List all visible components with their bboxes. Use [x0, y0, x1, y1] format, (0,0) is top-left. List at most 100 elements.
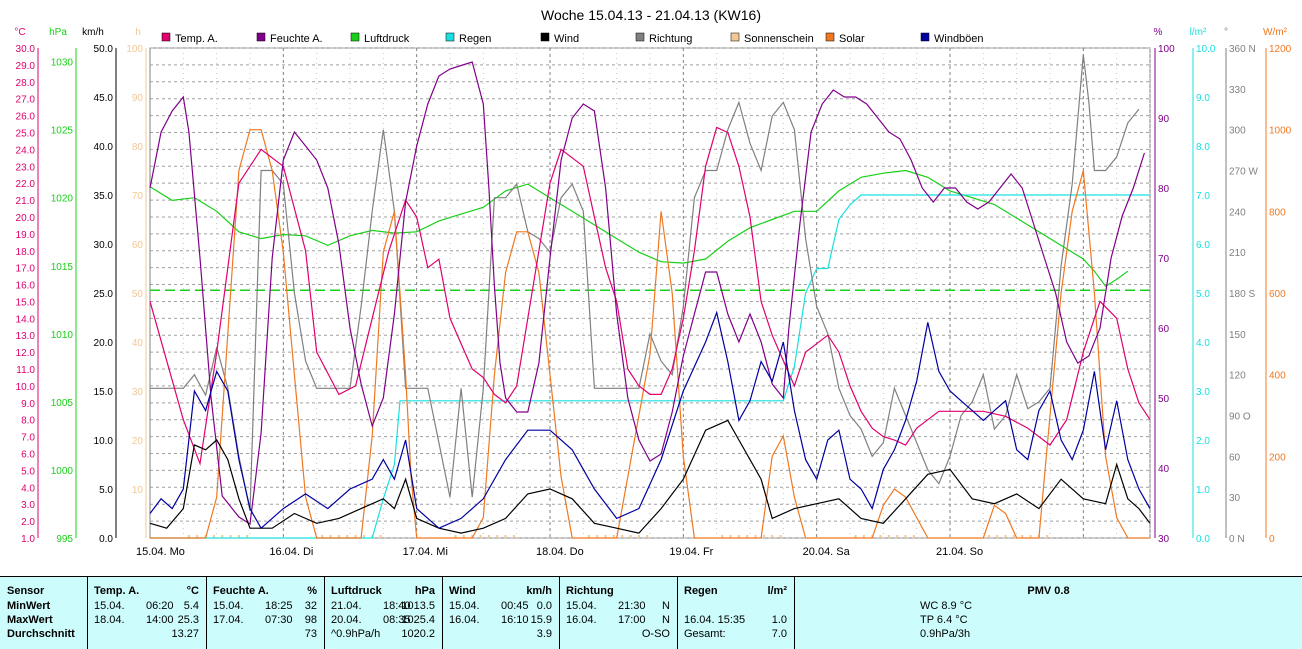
day-label: 19.04. Fr [669, 546, 713, 558]
legend-swatch [540, 32, 550, 42]
pressure-tick: 1030 [51, 58, 74, 69]
table-column: Sensor MinWert MaxWert Durchschnitt [0, 577, 88, 649]
humidity-tick: 50 [1158, 394, 1170, 405]
temp-tick: 3.0 [21, 500, 35, 511]
table-date: 16.04. 15:35 [684, 614, 746, 626]
legend-swatch [825, 32, 835, 42]
legend-swatch [635, 32, 645, 42]
table-value: N [662, 614, 670, 626]
table-time: 18:25 [265, 600, 293, 612]
table-value: 73 [304, 628, 317, 640]
legend-label: Solar [839, 33, 865, 45]
temp-tick: 2.0 [21, 517, 35, 528]
temp-tick: 13.0 [16, 331, 36, 342]
pressure-tick: 1000 [51, 466, 74, 477]
table-value: 1025.4 [401, 614, 435, 626]
sun-tick: 90 [132, 93, 144, 104]
temp-tick: 5.0 [21, 466, 35, 477]
wind-tick: 35.0 [94, 191, 114, 202]
table-value: 1013.5 [401, 600, 435, 612]
direction-tick: 150 [1229, 330, 1246, 341]
rain-tick: 10.0 [1196, 44, 1216, 55]
rain-tick: 2.0 [1196, 436, 1210, 447]
table-date: 15.04. [449, 600, 480, 612]
pressure-unit: hPa [49, 27, 67, 38]
temp-unit: °C [14, 27, 25, 38]
sun-tick: 20 [132, 436, 144, 447]
temp-tick: 26.0 [16, 112, 36, 123]
table-column: Wind km/h 15.04. 00:45 0.0 16.04. 16:10 15.9 3.9 [443, 577, 560, 649]
table-date: 16.04. [566, 614, 597, 626]
humidity-tick: 100 [1158, 44, 1175, 55]
table-date: 21.04. [331, 600, 362, 612]
summary-table: Sensor MinWert MaxWert Durchschnitt Temp. A.… [0, 576, 1302, 649]
legend-label: Feuchte A. [270, 33, 323, 45]
wind-tick: 45.0 [94, 93, 114, 104]
table-value: 1020.2 [401, 628, 435, 640]
legend-label: Temp. A. [175, 33, 218, 45]
table-unit: % [307, 585, 317, 597]
axes: °C 30.0 29.0 28.0 27.0 26.0 25.0 24.0 23.0 22.0 21… [14, 27, 1291, 558]
series-lines [149, 54, 1151, 539]
temp-tick: 9.0 [21, 399, 35, 410]
table-value: 13.27 [171, 628, 199, 640]
legend-label: Windböen [934, 33, 984, 45]
wind-unit: km/h [82, 27, 104, 38]
temp-tick: 10.0 [16, 382, 36, 393]
humidity-tick: 60 [1158, 324, 1170, 335]
temp-tick: 20.0 [16, 213, 36, 224]
legend-swatch [445, 32, 455, 42]
table-unit: l/m² [767, 585, 787, 597]
series-regen [150, 194, 1150, 539]
table-header: Sensor [7, 585, 45, 597]
direction-tick: 300 [1229, 126, 1246, 137]
day-label: 18.04. Do [536, 546, 584, 558]
temp-tick: 4.0 [21, 483, 35, 494]
temp-tick: 22.0 [16, 179, 36, 190]
legend-swatch [730, 32, 740, 42]
humidity-tick: 30 [1158, 534, 1170, 545]
table-time: 08:35 [383, 614, 411, 626]
table-row-label: MinWert [7, 600, 51, 612]
table-header: Luftdruck [331, 585, 382, 597]
solar-tick: 800 [1269, 207, 1286, 218]
wind-tick: 20.0 [94, 338, 114, 349]
rain-tick: 8.0 [1196, 142, 1210, 153]
direction-tick: 210 [1229, 248, 1246, 259]
temp-tick: 30.0 [16, 44, 36, 55]
weather-chart: Woche 15.04.13 - 21.04.13 (KW16) Temp. A… [14, 7, 1291, 558]
humidity-unit: % [1154, 27, 1163, 38]
rain-tick: 3.0 [1196, 387, 1210, 398]
table-header: Regen [684, 585, 718, 597]
table-date: 15.04. [213, 600, 244, 612]
temp-tick: 12.0 [16, 348, 36, 359]
pressure-tick: 995 [56, 534, 73, 545]
table-time: 07:30 [265, 614, 293, 626]
table-cell: TP 6.4 °C [920, 614, 968, 626]
sun-tick: 100 [126, 44, 143, 55]
table-date: 20.04. [331, 614, 362, 626]
table-date: 16.04. [449, 614, 480, 626]
rain-tick: 5.0 [1196, 289, 1210, 300]
sun-tick: 40 [132, 338, 144, 349]
rain-unit: l/m² [1190, 27, 1207, 38]
table-time: 21:30 [618, 600, 646, 612]
temp-tick: 28.0 [16, 78, 36, 89]
temp-tick: 27.0 [16, 95, 36, 106]
table-header: Wind [449, 585, 476, 597]
table-unit: °C [186, 585, 199, 597]
grid [149, 47, 1151, 539]
table-value: 98 [304, 614, 317, 626]
table-date: 15.04. [94, 600, 125, 612]
sun-tick: 30 [132, 387, 144, 398]
temp-tick: 15.0 [16, 297, 36, 308]
direction-tick: 180 S [1229, 289, 1255, 300]
table-value: O-SO [641, 628, 670, 640]
sun-tick: 10 [132, 485, 144, 496]
table-header: Temp. A. [94, 585, 140, 597]
direction-tick: 60 [1229, 452, 1241, 463]
humidity-tick: 40 [1158, 464, 1170, 475]
legend-label: Sonnenschein [744, 33, 814, 45]
table-value: 3.9 [536, 628, 552, 640]
legend-label: Wind [554, 33, 579, 45]
